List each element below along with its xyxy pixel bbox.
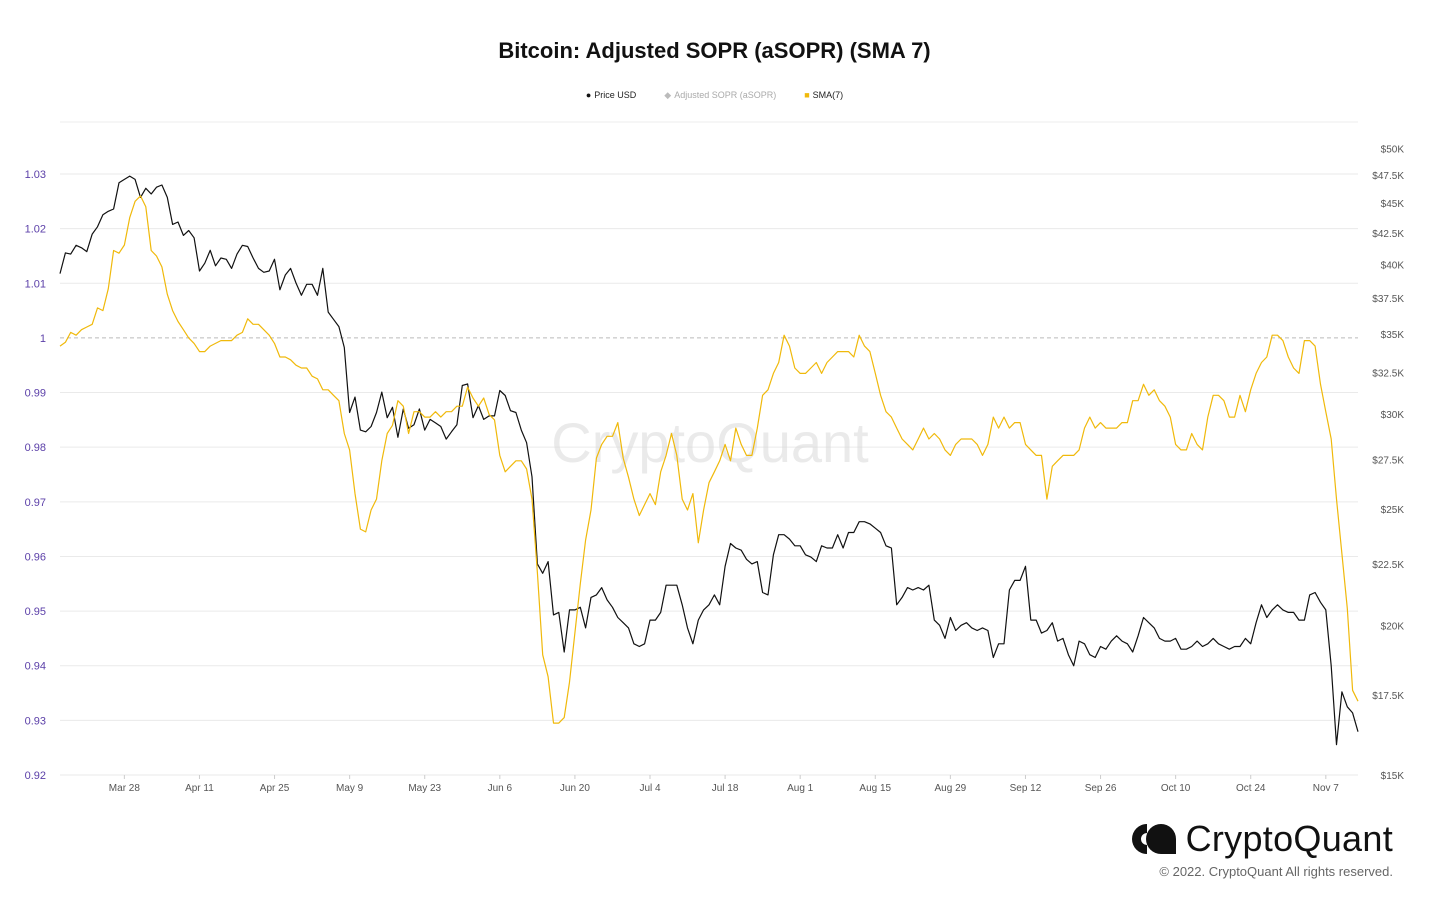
- x-tick-label: Aug 15: [859, 783, 891, 794]
- x-tick-label: Oct 24: [1236, 783, 1266, 794]
- legend-item-price[interactable]: ● Price USD: [586, 90, 636, 100]
- left-tick-label: 0.92: [25, 770, 46, 782]
- price-usd-line: [59, 175, 1359, 746]
- right-tick-label: $25K: [1381, 505, 1405, 516]
- x-tick-label: Jul 4: [639, 783, 661, 794]
- left-tick-label: 0.94: [25, 661, 46, 673]
- copyright-text: © 2022. CryptoQuant All rights reserved.: [1159, 864, 1393, 879]
- right-tick-label: $22.5K: [1372, 560, 1404, 571]
- left-tick-label: 1: [40, 333, 46, 345]
- grid-lines: [60, 121, 1358, 776]
- legend-label: SMA(7): [812, 90, 844, 100]
- legend-dot-icon: ●: [585, 89, 592, 100]
- cryptoquant-logo-icon: [1131, 824, 1176, 854]
- right-tick-label: $30K: [1381, 410, 1405, 421]
- x-tick-label: Apr 25: [260, 783, 290, 794]
- series-lines: [59, 175, 1359, 746]
- legend-label: Price USD: [594, 90, 637, 100]
- left-tick-label: 0.96: [25, 551, 46, 563]
- brand-logo: CryptoQuant: [1131, 818, 1393, 860]
- right-tick-label: $27.5K: [1372, 455, 1404, 466]
- legend-label: Adjusted SOPR (aSOPR): [674, 90, 777, 100]
- legend-diamond-icon: ◆: [664, 89, 672, 100]
- x-tick-label: May 23: [408, 783, 441, 794]
- x-tick-label: Jul 18: [712, 783, 739, 794]
- right-tick-label: $40K: [1381, 260, 1405, 271]
- left-tick-label: 0.93: [25, 715, 46, 727]
- right-tick-label: $47.5K: [1372, 171, 1404, 182]
- x-tick-label: Apr 11: [185, 783, 214, 794]
- legend-square-icon: ■: [804, 89, 810, 100]
- right-axis: $15K $17.5K $20K $22.5K $25K $27.5K $30K $32.5K…: [1372, 144, 1404, 782]
- x-tick-label: Jun 20: [560, 783, 590, 794]
- x-tick-label: Sep 12: [1010, 783, 1042, 794]
- legend-item-sma[interactable]: ■ SMA(7): [804, 90, 843, 100]
- left-tick-label: 0.95: [25, 606, 46, 618]
- sma7-line: [59, 195, 1359, 724]
- x-axis: Mar 28 Apr 11 Apr 25 May 9 May 23 Jun 6 Jun 20…: [109, 775, 1340, 794]
- left-tick-label: 0.98: [25, 442, 46, 454]
- x-tick-label: Aug 29: [935, 783, 967, 794]
- brand-name: CryptoQuant: [1185, 818, 1393, 859]
- right-tick-label: $42.5K: [1372, 229, 1404, 240]
- right-tick-label: $15K: [1381, 771, 1405, 782]
- right-tick-label: $17.5K: [1372, 691, 1404, 702]
- x-tick-label: Mar 28: [109, 783, 141, 794]
- right-tick-label: $45K: [1381, 199, 1405, 210]
- left-tick-label: 1.03: [25, 169, 46, 181]
- x-tick-label: Aug 1: [787, 783, 814, 794]
- x-tick-label: Oct 10: [1161, 783, 1191, 794]
- x-tick-label: Nov 7: [1313, 783, 1340, 794]
- watermark-text: CryptoQuant: [551, 411, 869, 474]
- x-tick-label: Jun 6: [488, 783, 513, 794]
- left-tick-label: 0.99: [25, 388, 46, 400]
- right-tick-label: $20K: [1381, 621, 1405, 632]
- left-axis: 0.92 0.93 0.94 0.95 0.96 0.97 0.98 0.99 1 1.01 1.0…: [25, 169, 46, 782]
- right-tick-label: $37.5K: [1372, 294, 1404, 305]
- right-tick-label: $35K: [1381, 330, 1405, 341]
- x-tick-label: Sep 26: [1085, 783, 1117, 794]
- x-tick-label: May 9: [336, 783, 364, 794]
- chart-title: Bitcoin: Adjusted SOPR (aSOPR) (SMA 7): [498, 38, 931, 63]
- watermark: CryptoQuant: [551, 411, 869, 474]
- left-tick-label: 0.97: [25, 497, 46, 509]
- legend-item-asopr[interactable]: ◆ Adjusted SOPR (aSOPR): [664, 90, 776, 100]
- left-tick-label: 1.01: [25, 278, 46, 290]
- chart-legend: ● Price USD ◆ Adjusted SOPR (aSOPR) ■ SM…: [0, 90, 1429, 100]
- left-tick-label: 1.02: [25, 224, 46, 236]
- right-tick-label: $32.5K: [1372, 369, 1404, 380]
- right-tick-label: $50K: [1381, 144, 1405, 155]
